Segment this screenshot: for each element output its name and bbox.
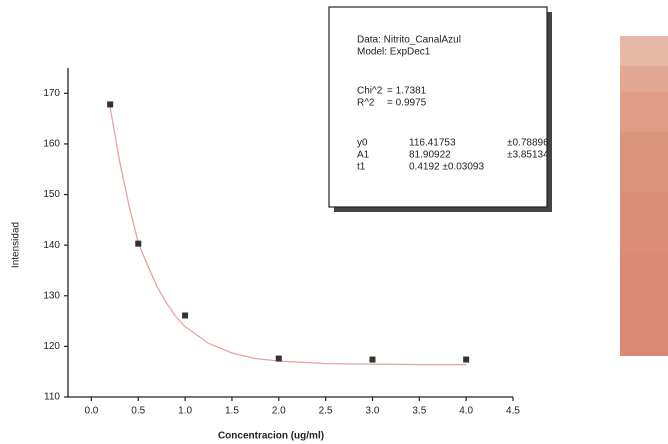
annotation-text: = 0.9975 xyxy=(387,98,427,109)
color-strip xyxy=(620,36,668,356)
annotation-box xyxy=(328,6,552,212)
y-tick-label: 140 xyxy=(43,240,60,251)
swatch xyxy=(620,192,668,252)
x-tick-label: 4.0 xyxy=(459,406,473,417)
swatch xyxy=(620,66,668,92)
annotation-text: ±3.85134 xyxy=(507,150,549,161)
data-point xyxy=(463,356,470,363)
annotation-text: 0.4192 ±0.03093 xyxy=(409,162,484,173)
data-point xyxy=(182,312,189,319)
y-tick-label: 160 xyxy=(43,139,60,150)
x-tick-label: 3.0 xyxy=(366,406,380,417)
annotation-text: R^2 xyxy=(357,98,375,109)
annotation-text: = 1.7381 xyxy=(387,86,427,97)
x-tick-label: 0.5 xyxy=(131,406,145,417)
annotation-text: 81.90922 xyxy=(409,150,451,161)
swatch xyxy=(620,92,668,132)
box xyxy=(328,6,548,208)
x-axis-label: Concentracion (ug/ml) xyxy=(218,431,324,442)
data-point xyxy=(369,356,376,363)
annotation-text: Data: Nitrito_CanalAzul xyxy=(357,35,461,46)
x-tick-label: 2.5 xyxy=(319,406,333,417)
y-tick-label: 170 xyxy=(43,88,60,99)
annotation-text: A1 xyxy=(357,150,370,161)
annotation-text: Model: ExpDec1 xyxy=(357,47,431,58)
swatch xyxy=(620,252,668,356)
annotation-text: y0 xyxy=(357,138,368,149)
y-tick-label: 130 xyxy=(43,290,60,301)
y-tick-label: 110 xyxy=(44,392,60,403)
annotation-text: t1 xyxy=(357,162,366,173)
swatch xyxy=(620,132,668,192)
annotation-text: 116.41753 xyxy=(409,138,456,149)
x-tick-label: 4.5 xyxy=(506,406,520,417)
x-tick-label: 1.5 xyxy=(225,406,239,417)
x-tick-label: 2.0 xyxy=(272,406,286,417)
annotation-text: Chi^2 xyxy=(357,86,383,97)
x-tick-label: 1.0 xyxy=(178,406,192,417)
swatch xyxy=(620,36,668,66)
y-tick-label: 150 xyxy=(43,189,60,200)
x-tick-label: 0.0 xyxy=(84,406,98,417)
data-point xyxy=(275,355,282,362)
y-axis-label: Intensidad xyxy=(11,222,22,268)
fit-curve xyxy=(109,107,467,366)
x-tick-label: 3.5 xyxy=(412,406,426,417)
data-point xyxy=(107,101,114,108)
y-tick-label: 120 xyxy=(43,341,60,352)
annotation-text: ±0.78896 xyxy=(507,138,549,149)
data-point xyxy=(135,240,142,247)
